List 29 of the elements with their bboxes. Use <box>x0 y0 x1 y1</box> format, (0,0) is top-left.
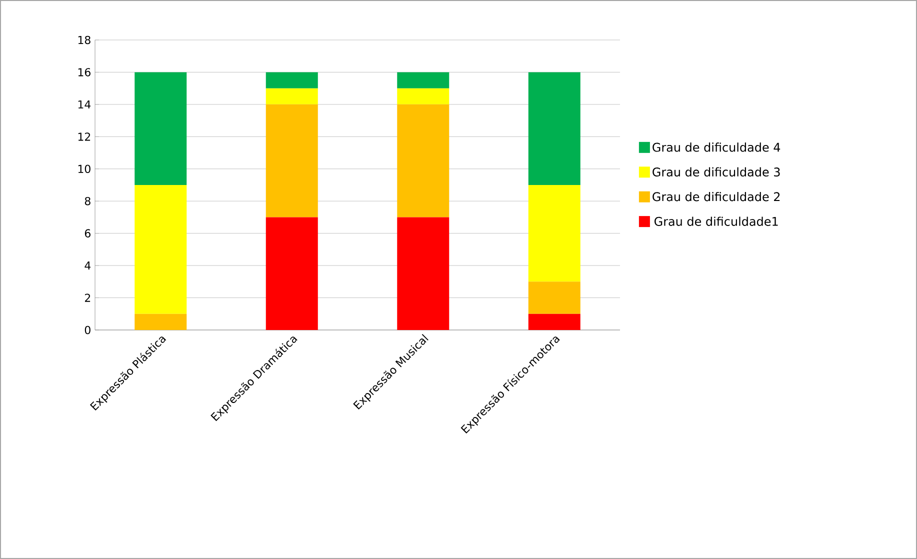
y-tick-label: 6 <box>84 229 90 238</box>
bar <box>134 184 187 314</box>
y-tick-label: 2 <box>84 294 90 302</box>
bar <box>528 282 580 314</box>
bar <box>266 72 318 88</box>
y-tick-label: 10 <box>78 164 90 174</box>
bar <box>397 88 450 104</box>
legend-label: Grau de dificuldade 4 <box>652 142 780 152</box>
bar <box>266 88 318 104</box>
bar <box>134 72 187 185</box>
bar <box>266 104 318 218</box>
legend-label: Grau de dificuldade 3 <box>652 167 780 177</box>
bar <box>397 104 450 218</box>
legend-label: Grau de dificuldade1 <box>654 216 778 226</box>
y-tick-label: 18 <box>78 36 90 44</box>
y-tick-label: 0 <box>84 326 90 334</box>
y-tick-label: 14 <box>78 100 91 108</box>
bar <box>528 72 580 185</box>
legend-label: Grau de dificuldade 2 <box>652 192 780 202</box>
bar <box>528 314 580 330</box>
y-tick-label: 4 <box>84 262 91 270</box>
y-tick-label: 12 <box>78 132 90 141</box>
bar <box>528 184 580 282</box>
bar <box>397 72 450 88</box>
bar <box>266 217 318 330</box>
y-tick-label: 16 <box>78 68 90 76</box>
bar <box>134 314 187 330</box>
y-tick-label: 8 <box>84 196 90 206</box>
bar <box>397 217 450 330</box>
